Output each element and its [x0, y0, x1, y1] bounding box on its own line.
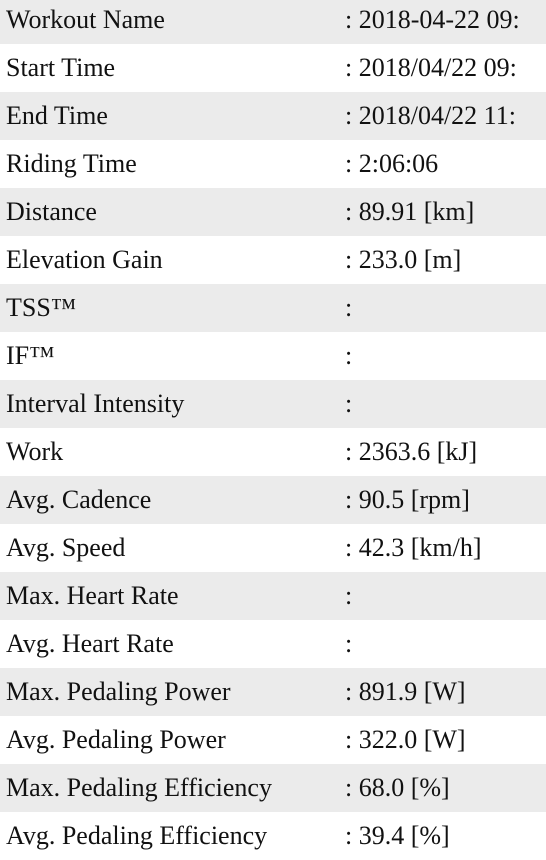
row-label: Avg. Heart Rate	[6, 629, 174, 658]
row-label: IF™	[6, 341, 55, 370]
table-row: Start Time : 2018/04/22 09:	[0, 44, 546, 92]
table-row: Interval Intensity:	[0, 380, 546, 428]
table-row: Avg. Cadence : 90.5 [rpm]	[0, 476, 546, 524]
table-row: TSS™:	[0, 284, 546, 332]
row-value: : 39.4 [%]	[345, 821, 450, 850]
row-value: : 2018/04/22 09:	[345, 53, 517, 82]
table-row: Max. Pedaling Efficiency : 68.0 [%]	[0, 764, 546, 812]
table-row: Distance : 89.91 [km]	[0, 188, 546, 236]
row-label: Work	[6, 437, 64, 466]
table-row: Max. Heart Rate:	[0, 572, 546, 620]
table-row: Max. Pedaling Power : 891.9 [W]	[0, 668, 546, 716]
row-value: :	[345, 389, 353, 418]
table-row: Work : 2363.6 [kJ]	[0, 428, 546, 476]
row-value: : 2:06:06	[345, 149, 439, 178]
row-label: Avg. Pedaling Efficiency	[6, 821, 268, 850]
row-value: :	[345, 293, 353, 322]
row-value: : 2018-04-22 09:	[345, 5, 520, 34]
row-label: Max. Pedaling Power	[6, 677, 231, 706]
row-value: : 2018/04/22 11:	[345, 101, 516, 130]
table-row: Avg. Heart Rate:	[0, 620, 546, 668]
row-label: TSS™	[6, 293, 77, 322]
table-row: Elevation Gain : 233.0 [m]	[0, 236, 546, 284]
row-label: Riding Time	[6, 149, 137, 178]
row-label: Max. Heart Rate	[6, 581, 179, 610]
table-row: Avg. Pedaling Power : 322.0 [W]	[0, 716, 546, 764]
row-value: : 233.0 [m]	[345, 245, 462, 274]
row-value: :	[345, 341, 353, 370]
table-row: Avg. Pedaling Efficiency : 39.4 [%]	[0, 812, 546, 860]
row-label: Elevation Gain	[6, 245, 163, 274]
row-label: End Time	[6, 101, 108, 130]
table-row: End Time : 2018/04/22 11:	[0, 92, 546, 140]
row-value: : 68.0 [%]	[345, 773, 450, 802]
row-label: Distance	[6, 197, 97, 226]
row-value: : 891.9 [W]	[345, 677, 466, 706]
row-value: : 90.5 [rpm]	[345, 485, 470, 514]
row-value: : 42.3 [km/h]	[345, 533, 482, 562]
row-value: :	[345, 629, 353, 658]
row-label: Avg. Pedaling Power	[6, 725, 226, 754]
table-row: Workout Name : 2018-04-22 09:	[0, 0, 546, 44]
table-row: Avg. Speed : 42.3 [km/h]	[0, 524, 546, 572]
row-value: : 89.91 [km]	[345, 197, 475, 226]
row-label: Interval Intensity	[6, 389, 185, 418]
row-label: Avg. Speed	[6, 533, 126, 562]
row-label: Avg. Cadence	[6, 485, 152, 514]
table-row: Riding Time : 2:06:06	[0, 140, 546, 188]
row-label: Workout Name	[6, 5, 165, 34]
row-value: : 322.0 [W]	[345, 725, 466, 754]
row-value: :	[345, 581, 353, 610]
row-label: Start Time	[6, 53, 116, 82]
row-label: Max. Pedaling Efficiency	[6, 773, 272, 802]
row-value: : 2363.6 [kJ]	[345, 437, 478, 466]
table-row: IF™:	[0, 332, 546, 380]
